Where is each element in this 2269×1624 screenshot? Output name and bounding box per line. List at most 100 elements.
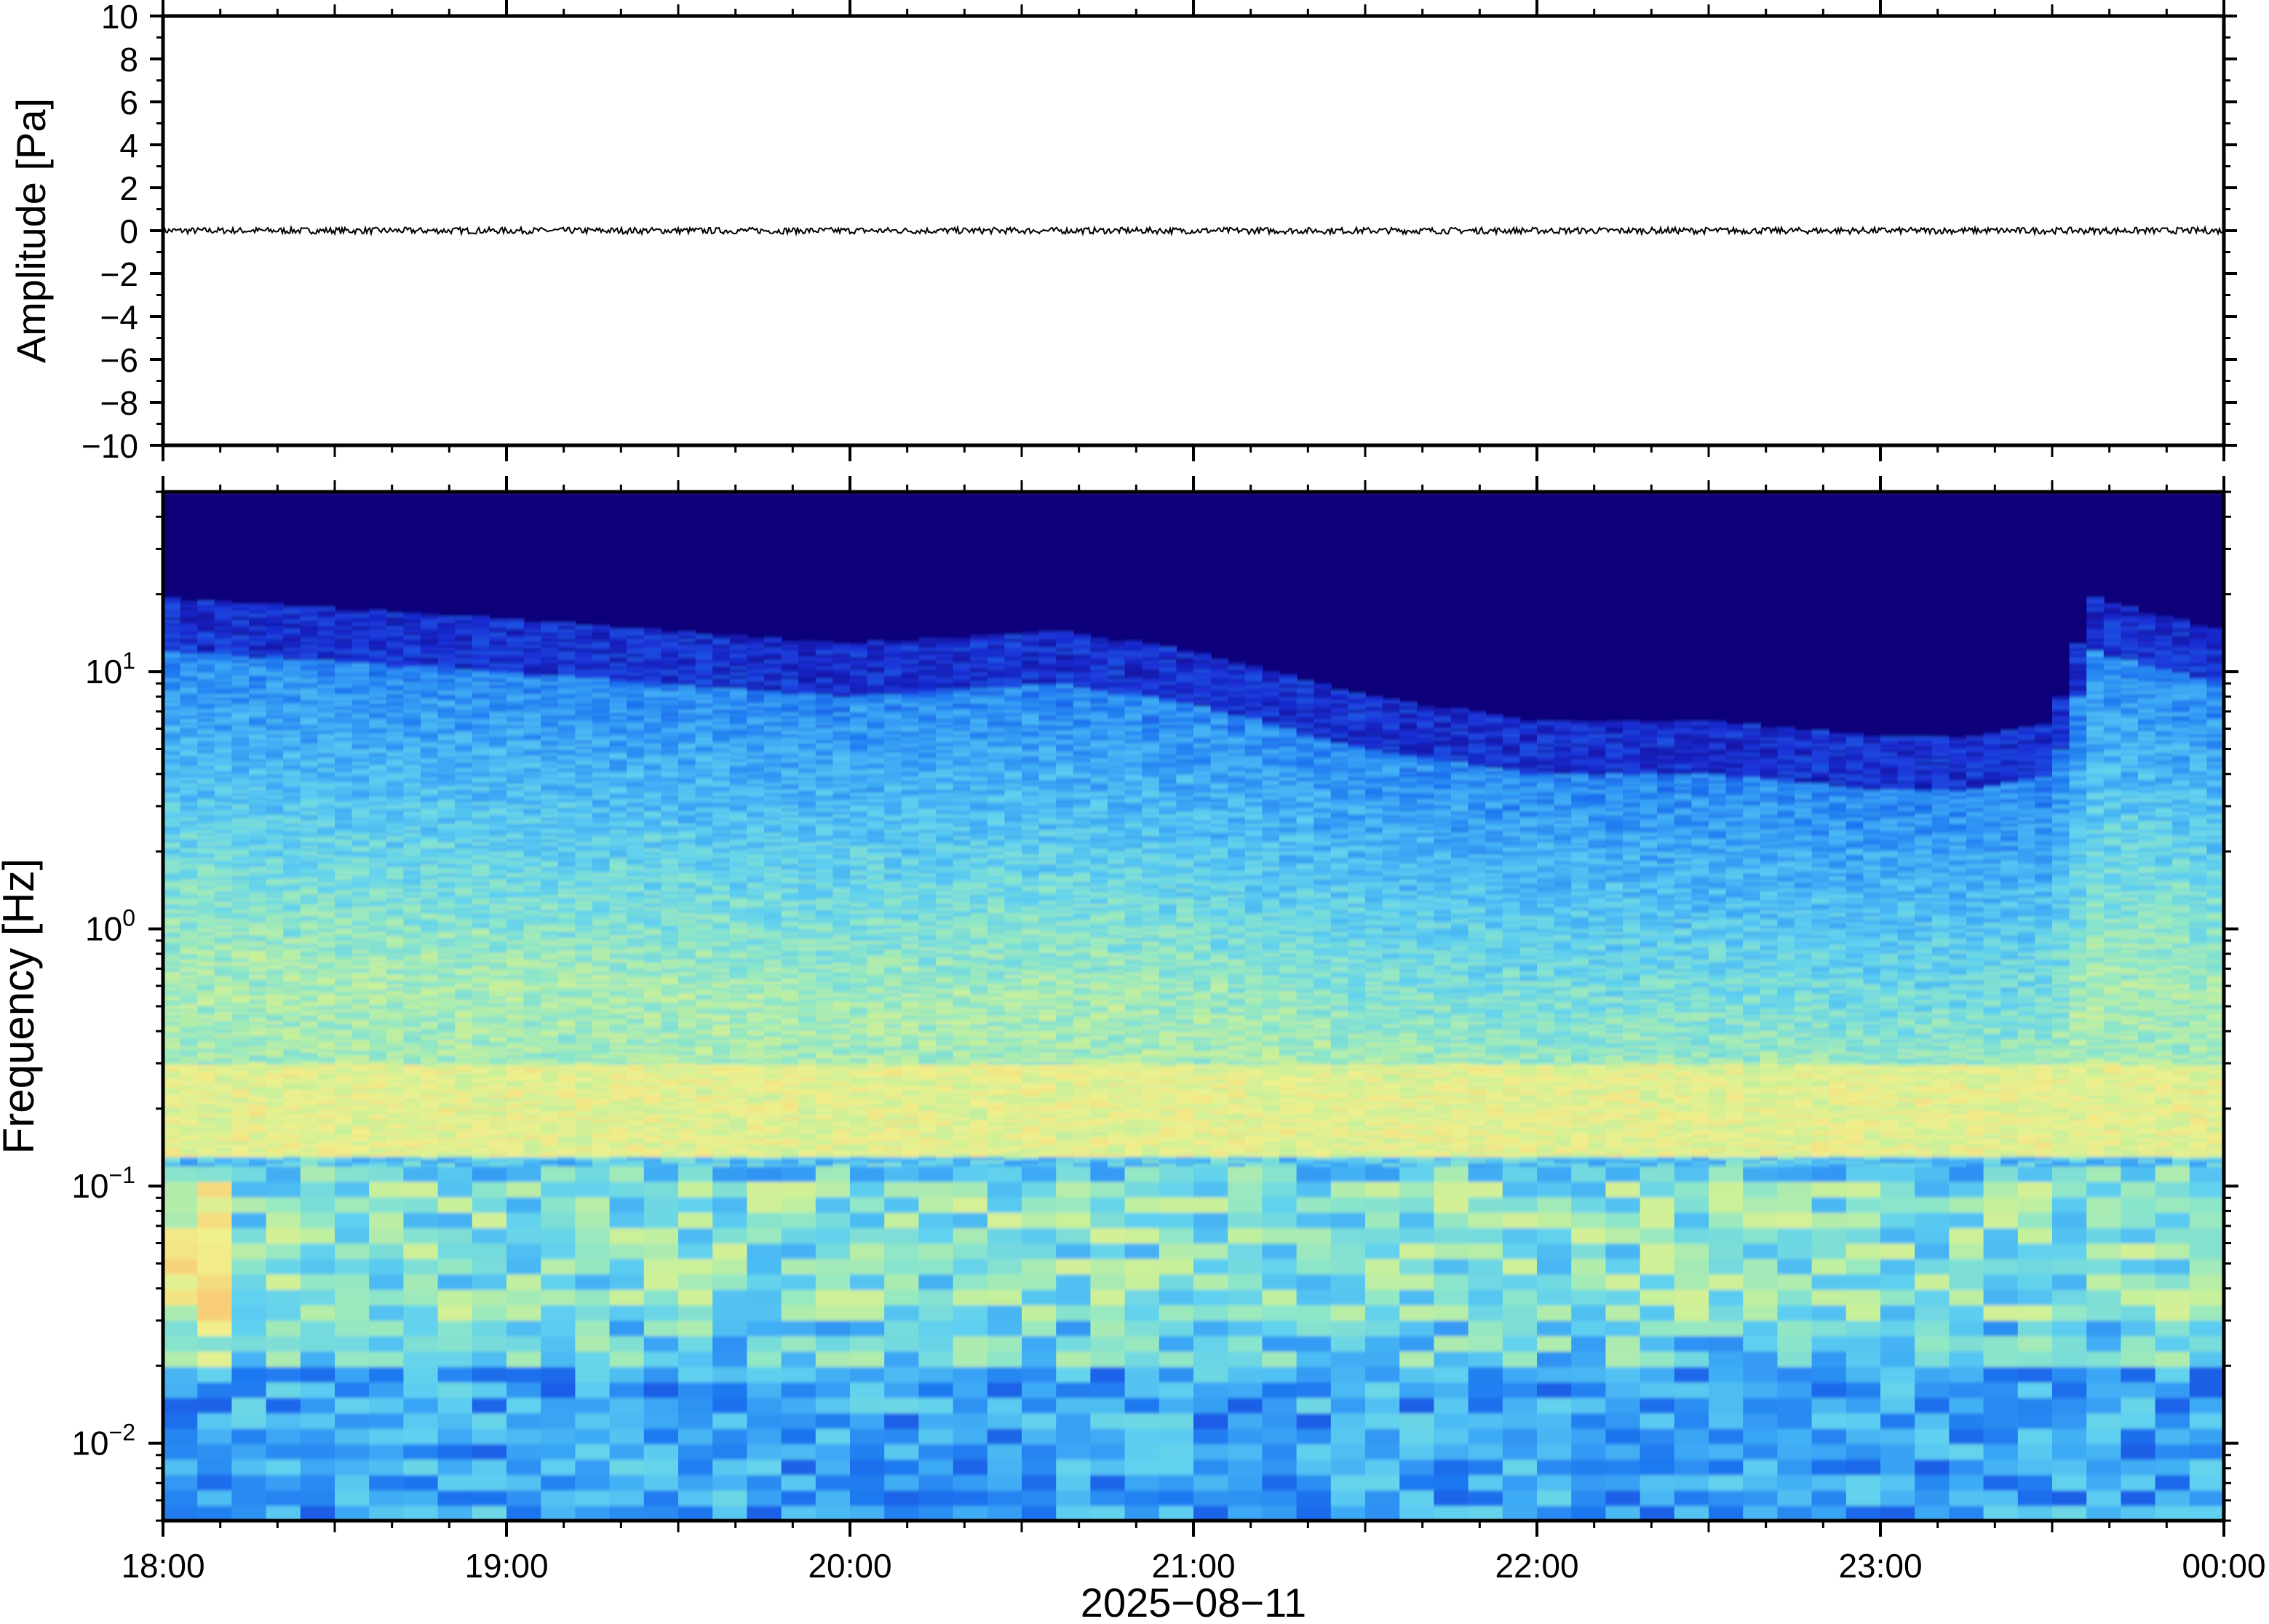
spectrogram-cell [1331,1490,1366,1506]
spectrogram-cell [712,1335,747,1351]
spectrogram-cell [2018,1305,2053,1321]
spectrogram-cell [816,1490,851,1506]
spectrogram-cell [2155,1490,2190,1506]
spectrogram-cell [1605,1397,1640,1413]
spectrogram-cell [712,1490,747,1506]
spectrogram-cell [782,1258,816,1274]
spectrogram-cell [1777,1366,1812,1382]
spectrogram-cell [1090,1320,1125,1336]
spectrogram-cell [2121,1382,2155,1398]
spectrogram-cell [1777,1243,1812,1259]
spectrogram-cell [1949,1351,1984,1367]
spectrogram-cell [610,1351,645,1367]
spectrogram-cell [1434,1335,1469,1351]
spectrogram-cell [301,1227,335,1243]
spectrogram-cell [1674,1305,1709,1321]
spectrogram-cell [1022,1351,1057,1367]
spectrogram-cell [782,1351,816,1367]
spectrogram-cell [988,1274,1022,1290]
spectrogram-cell [575,1289,610,1305]
spectrogram-cell [1159,1258,1194,1274]
spectrogram-cell [1365,1243,1400,1259]
spectrogram-cell [1022,1366,1057,1382]
spectrogram-cell [1022,1258,1057,1274]
spectrogram-cell [2086,1258,2121,1274]
spectrogram-cell [335,1444,370,1460]
spectrogram-cell [1193,1289,1228,1305]
spectrogram-cell [266,1351,301,1367]
spectrogram-cell [1571,1397,1606,1413]
spectrogram-cell [1777,1289,1812,1305]
spectrogram-cell [1469,1166,1503,1182]
spectrogram-cell [1469,1305,1503,1321]
spectrogram-cell [1812,1474,1847,1490]
spectrogram-cell [1743,1351,1778,1367]
spectrogram-cell [2155,1212,2190,1228]
spectrogram-cell [712,1181,747,1197]
spectrogram-cell [2121,1351,2155,1367]
spectrogram-cell [1640,1305,1675,1321]
spectrogram-cell [1880,1166,1915,1182]
spectrogram-cell [1469,1258,1503,1274]
spectrogram-cell [2190,1397,2225,1413]
spectrogram-cell [2086,1227,2121,1243]
spectrogram-cell [575,1474,610,1490]
spectrogram-cell [403,1490,438,1506]
spectrogram-cell [1090,1274,1125,1290]
spectrogram-cell [541,1490,576,1506]
spectrogram-cell [1777,1320,1812,1336]
spectrogram-cell [918,1289,953,1305]
spectrogram-cell [1503,1444,1538,1460]
spectrogram-cell [2155,1305,2190,1321]
spectrogram-cell [1469,1459,1503,1475]
spectrogram-cell [1262,1335,1297,1351]
spectrogram-cell [1812,1320,1847,1336]
spectrogram-cell [2155,1366,2190,1382]
spectrogram-cell [301,1335,335,1351]
spectrogram-cell [1743,1197,1778,1213]
spectrogram-cell [163,1397,198,1413]
spectrogram-cell [163,1382,198,1398]
spectrogram-cell [1090,1413,1125,1429]
spectrogram-cell [1022,1212,1057,1228]
spectrogram-cell [678,1382,713,1398]
spectrogram-cell [953,1197,988,1213]
spectrogram-cell [2086,1243,2121,1259]
spectrogram-cell [1605,1474,1640,1490]
spectrogram-cell [197,1166,232,1182]
spectrogram-cell [1434,1474,1469,1490]
spectrogram-cell [1743,1320,1778,1336]
spectrogram-cell [782,1320,816,1336]
spectrogram-cell [1399,1397,1434,1413]
spectrogram-cell [747,1227,782,1243]
spectrogram-cell [1880,1320,1915,1336]
spectrogram-cell [747,1459,782,1475]
spectrogram-cell [1812,1444,1847,1460]
spectrogram-cell [2052,1274,2087,1290]
spectrogram-cell [575,1366,610,1382]
spectrogram-cell [884,1274,919,1290]
spectrogram-cell [610,1428,645,1444]
spectrogram-cell [1365,1181,1400,1197]
spectrogram-cell [163,1227,198,1243]
spectrogram-cell [2155,1258,2190,1274]
spectrogram-cell [2052,1305,2087,1321]
spectrogram-cell [816,1320,851,1336]
spectrogram-cell [506,1474,541,1490]
spectrogram-cell [1571,1320,1606,1336]
spectrogram-cell [231,1351,266,1367]
spectrogram-cell [163,1366,198,1382]
spectrogram-cell [1571,1243,1606,1259]
spectrogram-cell [438,1428,473,1444]
spectrogram-cell [1469,1181,1503,1197]
spectrogram-cell [1949,1181,1984,1197]
spectrogram-cell [1949,1197,1984,1213]
spectrogram-cell [1812,1166,1847,1182]
spectrogram-cell [1709,1243,1744,1259]
spectrogram-cell [301,1181,335,1197]
spectrogram-cell [1846,1444,1881,1460]
spectrogram-cell [1915,1274,1950,1290]
spectrogram-cell [1640,1243,1675,1259]
spectrogram-cell [747,1320,782,1336]
spectrogram-cell [747,1274,782,1290]
